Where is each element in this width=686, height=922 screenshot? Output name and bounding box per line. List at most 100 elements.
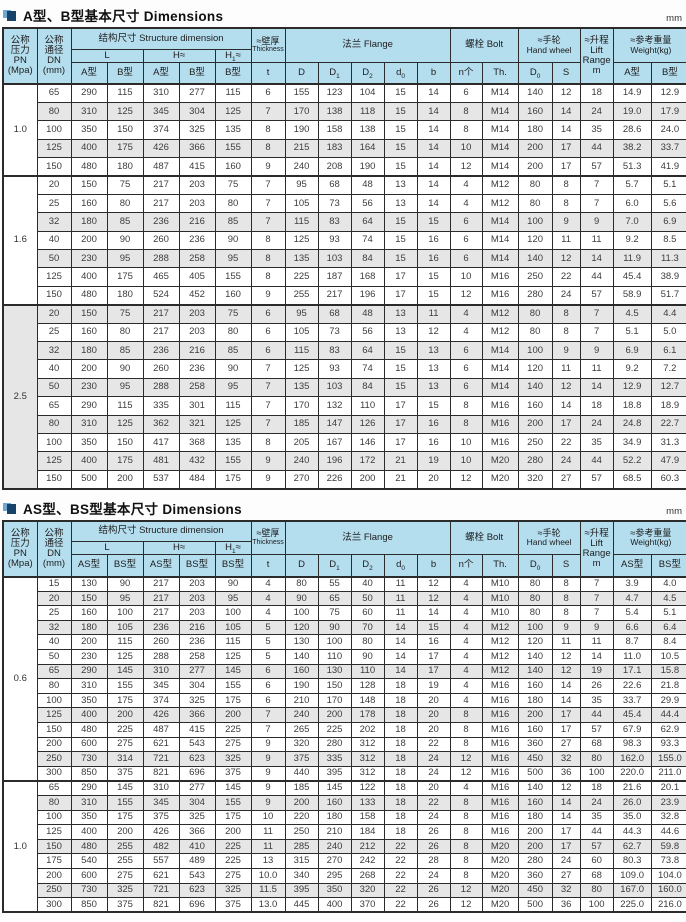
data-cell: 125 <box>284 230 319 251</box>
data-cell: 180 <box>70 212 108 232</box>
data-cell: 325 <box>214 882 252 899</box>
data-cell: 4 <box>250 605 286 621</box>
data-cell: 9 <box>551 340 581 361</box>
data-cell: M20 <box>481 838 519 855</box>
table-row: 200 600 275 621 543 275 10.0 340 295 268 22 24 8 M20 3… <box>3 867 686 884</box>
data-cell: 52.2 <box>612 451 652 471</box>
data-cell: 73.8 <box>650 853 686 869</box>
section-title-bar: AS型、BS型基本尺寸 Dimensions mm <box>3 499 683 517</box>
data-cell: 8 <box>551 605 581 621</box>
data-cell: 395 <box>284 882 319 899</box>
data-cell: 22 <box>416 736 451 753</box>
data-cell: 13 <box>250 853 286 869</box>
data-cell: 18 <box>383 824 418 840</box>
data-cell: 185 <box>284 414 319 434</box>
data-cell: 6 <box>449 212 483 232</box>
data-cell: 83 <box>317 212 352 232</box>
data-cell: 90 <box>317 619 352 636</box>
data-cell: 15 <box>383 377 418 398</box>
data-cell: 140 <box>517 779 553 796</box>
header-flange-col: d0 <box>383 554 418 578</box>
data-cell: 4 <box>449 649 483 665</box>
data-cell: 175 <box>106 692 144 709</box>
data-cell: 216 <box>178 619 216 636</box>
data-cell: 210 <box>284 692 319 709</box>
data-cell: 24 <box>551 451 581 471</box>
data-cell: 320 <box>350 882 385 899</box>
data-cell: 482 <box>142 838 180 855</box>
data-cell: 18.9 <box>650 396 686 416</box>
data-cell: 15 <box>383 359 418 379</box>
data-cell: 190 <box>284 678 319 694</box>
data-cell: 12 <box>551 779 581 796</box>
data-cell: 26 <box>416 824 451 840</box>
data-cell: 310 <box>142 779 180 796</box>
data-cell: 22 <box>416 795 451 811</box>
data-cell: 22 <box>551 432 581 453</box>
data-cell: 8 <box>551 322 581 342</box>
data-cell: 160 <box>284 663 319 680</box>
data-cell: 115 <box>214 634 252 651</box>
dn-cell: 20 <box>36 590 72 607</box>
data-cell: 203 <box>178 605 216 621</box>
data-cell: M14 <box>481 101 519 122</box>
data-cell: M14 <box>481 212 519 232</box>
data-cell: 12 <box>449 285 483 306</box>
table-row: 32 180 85 236 216 85 7 115 83 64 15 15 6 M14 100 9 9 7.0 6… <box>3 212 686 232</box>
data-cell: 26 <box>416 882 451 899</box>
data-cell: 160 <box>517 722 553 738</box>
data-cell: 75 <box>214 303 252 324</box>
table-row: 125 400 175 465 405 155 8 225 187 168 17 15 10 M16 250… <box>3 267 686 287</box>
data-cell: 20 <box>416 707 451 724</box>
header-flange-col: d0 <box>383 61 418 85</box>
data-cell: 8 <box>449 853 483 869</box>
data-cell: 225 <box>106 722 144 738</box>
data-cell: 187 <box>317 267 352 287</box>
data-cell: 18.8 <box>612 396 652 416</box>
data-cell: 17 <box>383 396 418 416</box>
table-row: 1.0 65 290 115 310 277 115 6 155 123 104 15 14 6 M14 14… <box>2 82 686 177</box>
data-cell: 484 <box>178 469 216 490</box>
data-cell: 27 <box>551 469 581 490</box>
table-row: 50 230 95 288 258 95 8 135 103 84 15 16 6 M14 140 12 14 1… <box>3 249 686 269</box>
data-cell: 172 <box>350 451 385 471</box>
data-cell: 175 <box>214 809 252 826</box>
data-cell: 11 <box>579 634 614 651</box>
data-cell: 217 <box>142 193 180 214</box>
data-cell: 12 <box>449 897 483 913</box>
data-cell: 36 <box>551 765 581 782</box>
data-cell: 11.5 <box>250 882 286 899</box>
data-cell: 65 <box>317 590 352 607</box>
data-cell: 115 <box>106 82 144 103</box>
header-type-col: BS型 <box>214 554 252 578</box>
data-cell: 17 <box>383 432 418 453</box>
dn-cell: 150 <box>36 469 72 490</box>
data-cell: 8.7 <box>612 634 652 651</box>
data-cell: 12.9 <box>650 82 686 103</box>
table-row: 2.5 20 150 75 217 203 75 6 95 68 48 13 11 4 M12 80 8 7 4.5… <box>2 303 686 490</box>
data-cell: 17 <box>551 138 581 159</box>
data-cell: 277 <box>178 82 216 103</box>
dn-cell: 300 <box>36 765 72 782</box>
data-cell: M20 <box>481 897 519 913</box>
dn-cell: 80 <box>36 795 72 811</box>
data-cell: 350 <box>70 432 108 453</box>
data-cell: 24 <box>551 853 581 869</box>
table-row: 300 850 375 821 696 375 13.0 445 400 370 22 26 12 M20… <box>3 897 686 913</box>
data-cell: 41.9 <box>650 157 686 177</box>
data-cell: 230 <box>70 249 108 269</box>
data-cell: 13 <box>383 174 418 195</box>
data-cell: 290 <box>70 779 108 796</box>
data-cell: 4.4 <box>650 303 686 324</box>
data-cell: 480 <box>70 722 108 738</box>
data-cell: 44 <box>579 707 614 724</box>
data-cell: 9 <box>579 212 614 232</box>
data-cell: M12 <box>481 619 519 636</box>
data-cell: 160 <box>70 193 108 214</box>
data-cell: 203 <box>178 303 216 324</box>
data-cell: 14 <box>551 692 581 709</box>
data-cell: 125 <box>214 414 252 434</box>
data-cell: 8 <box>449 722 483 738</box>
data-cell: 14 <box>416 120 451 140</box>
data-cell: 9 <box>250 779 286 796</box>
